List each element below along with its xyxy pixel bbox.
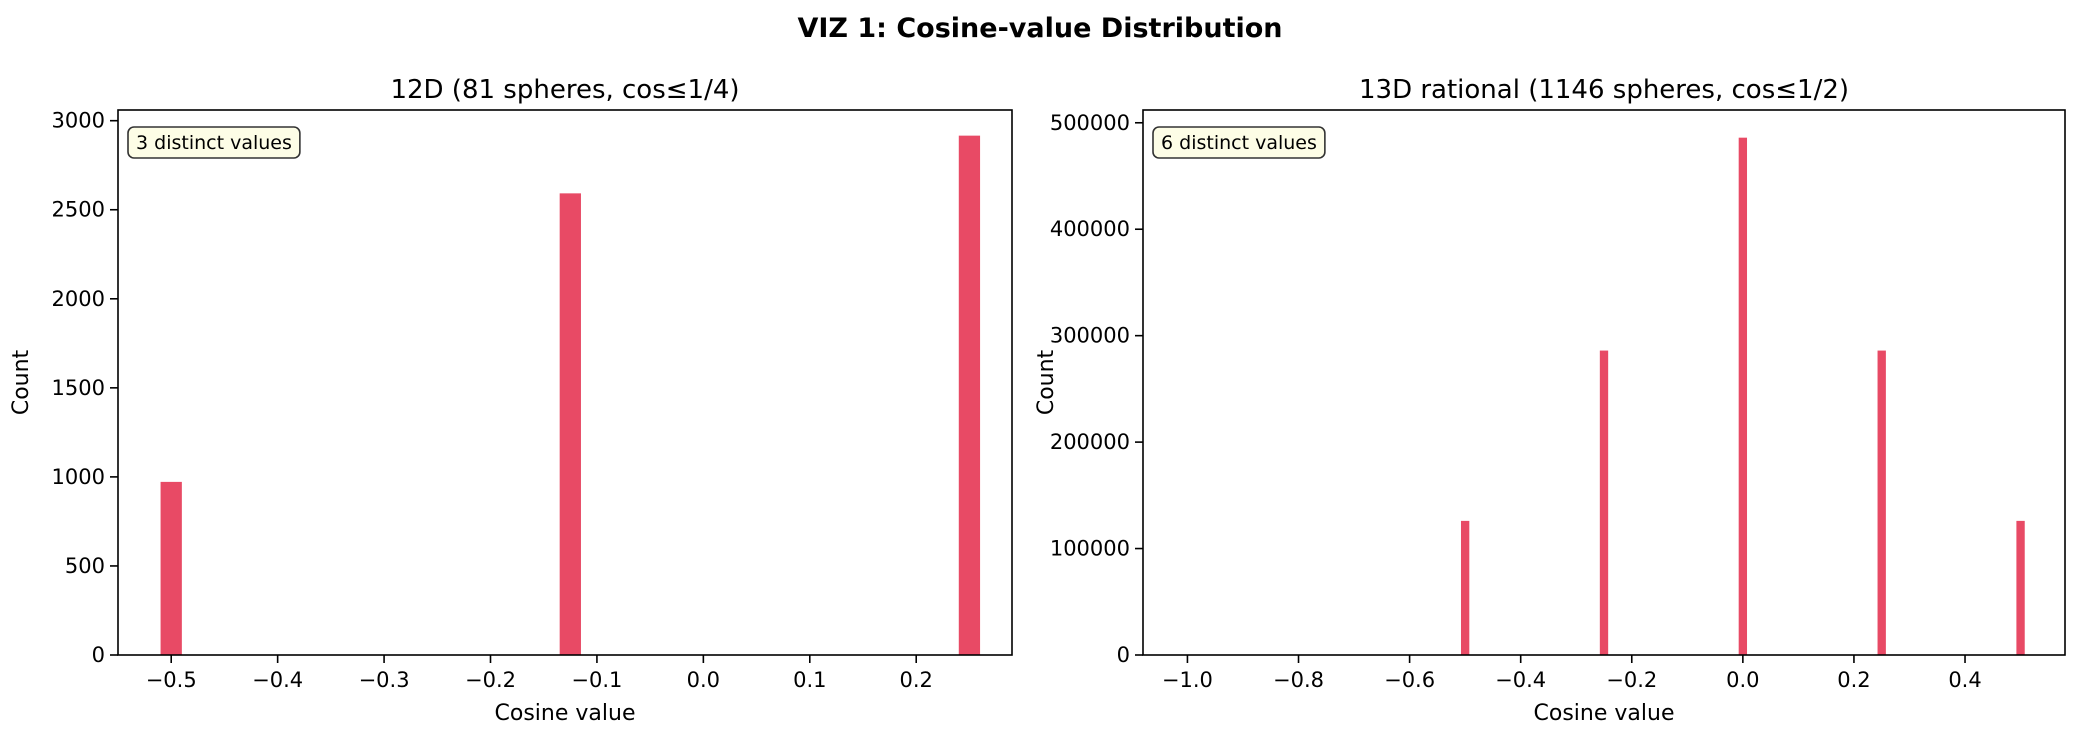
y-axis-label: Count: [9, 349, 34, 415]
annotation-text: 3 distinct values: [136, 132, 292, 154]
chart-title: 13D rational (1146 spheres, cos≤1/2): [1359, 75, 1849, 105]
y-tick-label: 1000: [52, 465, 105, 489]
bar: [1877, 350, 1886, 655]
x-tick-label: 0.0: [687, 668, 720, 692]
y-tick-label: 0: [92, 643, 105, 667]
y-tick-label: 1500: [52, 376, 105, 400]
x-tick-label: −0.5: [146, 668, 197, 692]
x-axis-label: Cosine value: [495, 701, 636, 726]
annotation-box: 6 distinct values: [1152, 126, 1326, 159]
y-tick-label: 2500: [52, 198, 105, 222]
bar: [958, 135, 981, 655]
annotation-box: 3 distinct values: [127, 126, 301, 159]
x-tick-label: −1.0: [1162, 668, 1213, 692]
y-tick-label: 300000: [1050, 324, 1130, 348]
x-tick-label: −0.4: [252, 668, 303, 692]
x-tick-label: −0.1: [571, 668, 622, 692]
bar: [559, 193, 581, 655]
x-tick-label: 0.2: [1837, 668, 1870, 692]
bars: [160, 135, 981, 655]
y-ticks: 0 100000 200000 300000 400000 500000: [1050, 111, 1143, 667]
y-tick-label: 3000: [52, 109, 105, 133]
y-tick-label: 500000: [1050, 111, 1130, 135]
bar: [160, 481, 182, 655]
bar: [1599, 350, 1609, 655]
figure-suptitle: VIZ 1: Cosine-value Distribution: [797, 13, 1282, 44]
x-tick-label: −0.4: [1495, 668, 1546, 692]
x-tick-label: 0.4: [1948, 668, 1981, 692]
x-axis-label: Cosine value: [1534, 701, 1675, 726]
x-ticks: −1.0 −0.8 −0.6 −0.4 −0.2 0.0 0.2 0.4: [1162, 655, 1982, 692]
x-tick-label: −0.2: [465, 668, 516, 692]
bar: [2016, 520, 2025, 655]
y-tick-label: 200000: [1050, 430, 1130, 454]
plot-frame: [1142, 109, 2066, 656]
y-tick-label: 2000: [52, 287, 105, 311]
bars: [1460, 137, 2025, 655]
y-ticks: 0 500 1000 1500 2000 2500 3000: [52, 109, 118, 667]
x-tick-label: −0.8: [1273, 668, 1324, 692]
y-tick-label: 100000: [1050, 537, 1130, 561]
plot-frame: [117, 109, 1013, 656]
x-tick-label: −0.3: [359, 668, 410, 692]
bar: [1738, 137, 1748, 655]
x-ticks: −0.5 −0.4 −0.3 −0.2 −0.1 0.0 0.1 0.2: [146, 655, 933, 692]
chart-title: 12D (81 spheres, cos≤1/4): [390, 75, 739, 105]
chart-panel-13d: 13D rational (1146 spheres, cos≤1/2) Cos…: [1034, 75, 2066, 726]
y-tick-label: 400000: [1050, 217, 1130, 241]
y-tick-label: 0: [1117, 643, 1130, 667]
x-tick-label: 0.2: [900, 668, 933, 692]
x-tick-label: 0.0: [1726, 668, 1759, 692]
bar: [1460, 520, 1470, 655]
x-tick-label: −0.6: [1384, 668, 1435, 692]
y-tick-label: 500: [65, 554, 105, 578]
x-tick-label: −0.2: [1606, 668, 1657, 692]
annotation-text: 6 distinct values: [1161, 132, 1317, 154]
y-axis-label: Count: [1034, 349, 1059, 415]
chart-panel-12d: 12D (81 spheres, cos≤1/4) Cosine value C…: [9, 75, 1013, 726]
x-tick-label: 0.1: [793, 668, 826, 692]
